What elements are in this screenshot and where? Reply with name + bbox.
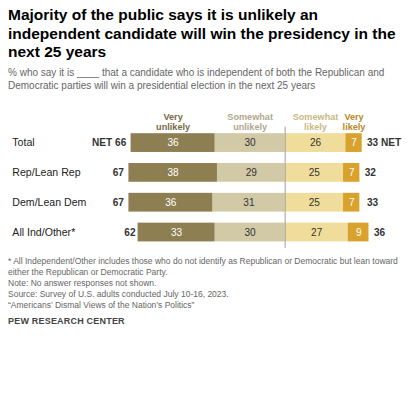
svg-text:Dem/Lean Dem: Dem/Lean Dem bbox=[12, 196, 86, 208]
svg-text:33: 33 bbox=[367, 197, 379, 208]
svg-text:36: 36 bbox=[374, 227, 386, 238]
html-text:“Americans’ Dismal Views of th: “Americans’ Dismal Views of the Nation’s… bbox=[8, 299, 195, 310]
svg-text:32: 32 bbox=[365, 167, 377, 178]
svg-text:36: 36 bbox=[165, 197, 177, 208]
svg-text:7: 7 bbox=[349, 197, 355, 208]
svg-text:25: 25 bbox=[309, 197, 321, 208]
svg-text:Rep/Lean Rep: Rep/Lean Rep bbox=[12, 166, 80, 178]
html-text:* All Independent/Other includ: * All Independent/Other includes those w… bbox=[8, 255, 398, 277]
svg-text:36: 36 bbox=[167, 137, 179, 148]
svg-text:Somewhatlikely: Somewhatlikely bbox=[293, 112, 339, 131]
html-text:% who say it is ____ that a ca: % who say it is ____ that a candidate wh… bbox=[8, 66, 385, 91]
svg-text:25: 25 bbox=[309, 167, 321, 178]
svg-text:Verylikely: Verylikely bbox=[343, 112, 367, 131]
svg-text:7: 7 bbox=[351, 137, 357, 148]
svg-text:31: 31 bbox=[243, 197, 255, 208]
svg-text:33: 33 bbox=[171, 227, 183, 238]
svg-text:26: 26 bbox=[310, 137, 322, 148]
svg-text:7: 7 bbox=[349, 167, 355, 178]
html-text:Source: Survey of U.S. adults: Source: Survey of U.S. adults conducted … bbox=[8, 288, 229, 299]
svg-text:67: 67 bbox=[113, 197, 125, 208]
svg-text:All Ind/Other*: All Ind/Other* bbox=[12, 226, 75, 238]
svg-text:Veryunlikely: Veryunlikely bbox=[156, 112, 191, 131]
svg-text:67: 67 bbox=[113, 167, 125, 178]
svg-text:38: 38 bbox=[167, 167, 179, 178]
svg-text:30: 30 bbox=[245, 137, 257, 148]
html-text:Note: No answer responses not: Note: No answer responses not shown. bbox=[8, 277, 157, 288]
svg-text:33 NET: 33 NET bbox=[367, 137, 402, 148]
svg-text:30: 30 bbox=[245, 227, 257, 238]
svg-text:9: 9 bbox=[356, 227, 362, 238]
html-text:PEW RESEARCH CENTER: PEW RESEARCH CENTER bbox=[8, 315, 125, 326]
svg-text:62: 62 bbox=[124, 227, 136, 238]
svg-text:Total: Total bbox=[12, 136, 34, 148]
svg-text:Somewhatunlikely: Somewhatunlikely bbox=[227, 112, 273, 131]
html-text:Majority of the public says it: Majority of the public says it is unlike… bbox=[8, 6, 396, 61]
svg-text:27: 27 bbox=[311, 227, 323, 238]
svg-text:29: 29 bbox=[246, 167, 258, 178]
svg-text:NET 66: NET 66 bbox=[92, 137, 127, 148]
